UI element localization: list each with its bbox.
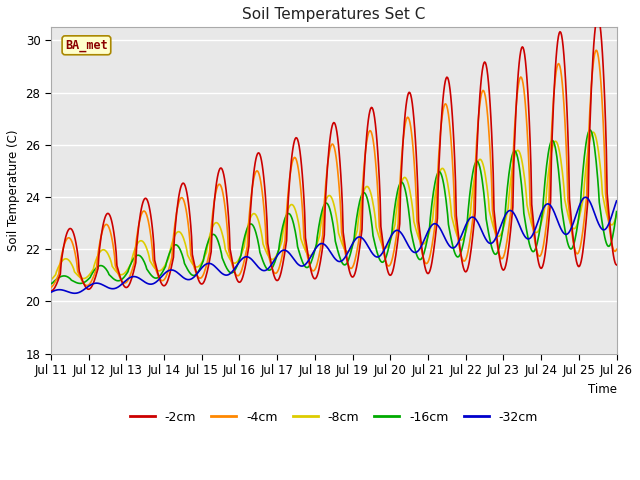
X-axis label: Time: Time (588, 383, 616, 396)
Text: BA_met: BA_met (65, 39, 108, 52)
Y-axis label: Soil Temperature (C): Soil Temperature (C) (7, 130, 20, 251)
Legend: -2cm, -4cm, -8cm, -16cm, -32cm: -2cm, -4cm, -8cm, -16cm, -32cm (125, 406, 543, 429)
Title: Soil Temperatures Set C: Soil Temperatures Set C (242, 7, 426, 22)
